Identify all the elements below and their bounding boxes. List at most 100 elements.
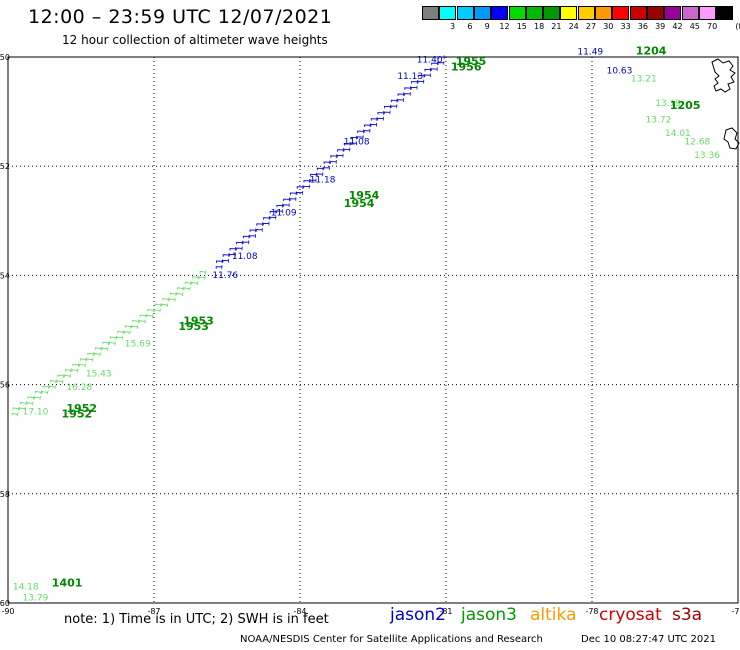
color-scale-swatch <box>698 6 716 20</box>
time-label-jason3: 1954 <box>344 197 375 210</box>
color-scale-label: 3 <box>450 22 456 31</box>
swh-label-light: 16.28 <box>66 383 92 393</box>
jason2-track-band: 11 <box>430 60 440 72</box>
swh-label-jason2: 11.40 <box>417 55 443 65</box>
jason2-track-band: 11 <box>424 67 434 79</box>
time-label-jason3: 1204 <box>636 44 667 57</box>
color-scale-label: 12 <box>499 22 510 31</box>
jason2-track-band: 11 <box>336 147 346 159</box>
jason3-track-band: 11 <box>93 345 105 358</box>
jason2-track-band: 11 <box>323 159 333 171</box>
color-scale-label: 36 <box>637 22 648 31</box>
jason2-track-band: 11 <box>235 240 245 252</box>
jason3-track-band: 11 <box>26 394 38 407</box>
satellite-legend-altika: altika <box>530 605 577 625</box>
color-scale-swatch <box>595 6 612 20</box>
jason3-track-band: 11 <box>146 307 158 320</box>
color-scale-swatch <box>473 6 491 20</box>
time-label-jason3: 1401 <box>52 577 83 590</box>
coastline-outline <box>711 58 736 93</box>
swh-label-jason2: 11.76 <box>212 271 238 281</box>
jason2-track-band: 11 <box>404 85 414 97</box>
y-tick-label: -54 <box>0 271 10 280</box>
coastline-outline <box>723 127 740 150</box>
jason3-track-band: 11 <box>41 383 53 396</box>
color-scale-unit: (ft) <box>735 22 740 31</box>
color-scale-swatch <box>577 6 595 20</box>
swh-label-light: 12.68 <box>684 137 710 147</box>
jason3-track-band: 11 <box>168 290 180 303</box>
jason2-track-band: 11 <box>303 178 313 190</box>
swh-label-light: 14.01 <box>665 129 691 139</box>
y-tick-label: -52 <box>0 162 10 171</box>
jason2-track-band: 11 <box>356 128 366 140</box>
swh-label-jason2: 11.18 <box>310 176 336 186</box>
y-tick-label: -56 <box>0 381 10 390</box>
satellite-legend-jason3: jason3 <box>461 605 517 625</box>
x-tick-label: -78 <box>585 607 598 616</box>
color-scale-label: 70 <box>707 22 718 31</box>
time-label-jason3: 1955 <box>456 55 487 68</box>
jason3-track-band: 11 <box>101 339 113 352</box>
jason2-track-band: 11 <box>215 258 225 270</box>
jason2-track-band: 11 <box>377 110 387 122</box>
y-tick-label: -58 <box>0 490 10 499</box>
color-scale-swatch <box>560 6 578 20</box>
jason3-track-band: 11 <box>198 268 210 281</box>
jason3-track-band: 11 <box>191 274 203 287</box>
color-scale-swatch <box>543 6 561 20</box>
color-scale-label: 18 <box>534 22 545 31</box>
color-scale-label: 15 <box>516 22 527 31</box>
jason2-track-band: 11 <box>383 104 393 116</box>
jason2-track-band: 11 <box>222 252 232 264</box>
jason2-track-band: 11 <box>390 97 400 109</box>
jason2-track-band: 11 <box>296 184 306 196</box>
map-frame <box>7 56 739 604</box>
swh-label-light: 13.72 <box>646 116 672 126</box>
color-scale-swatch <box>716 6 734 20</box>
jason2-track-band: 11 <box>343 141 353 153</box>
time-label-jason3: 1956 <box>451 61 482 74</box>
time-label-jason3: 1953 <box>183 315 214 328</box>
swh-label-light: 17.10 <box>23 408 49 418</box>
jason3-track-band: 11 <box>48 378 60 391</box>
jason3-track-band: 11 <box>116 329 128 342</box>
color-scale-label: 39 <box>655 22 666 31</box>
color-scale-label: 9 <box>484 22 490 31</box>
jason3-track-band: 11 <box>71 361 83 374</box>
jason2-track-band: 11 <box>262 215 272 227</box>
jason3-track-band: 11 <box>176 285 188 298</box>
jason2-track-band: 11 <box>363 122 373 134</box>
time-label-jason3: 1952 <box>66 402 97 415</box>
jason2-track-band: 11 <box>242 233 252 245</box>
color-scale-swatch <box>629 6 647 20</box>
color-scale-label: 6 <box>467 22 473 31</box>
jason3-track-band: 11 <box>153 301 165 314</box>
color-scale-swatch <box>612 6 630 20</box>
jason3-track-band: 11 <box>56 372 68 385</box>
swh-label-jason2: 10.63 <box>607 66 633 76</box>
x-tick-label: -81 <box>439 607 452 616</box>
jason2-track-band: 11 <box>437 54 447 66</box>
color-scale-swatch <box>525 6 543 20</box>
jason3-track-band: 11 <box>161 296 173 309</box>
color-scale-swatch <box>422 6 439 20</box>
jason2-track-band: 11 <box>256 221 266 233</box>
jason2-track-band: 11 <box>282 196 292 208</box>
swh-label-jason2: 11.49 <box>577 47 603 57</box>
color-scale-label: 33 <box>620 22 631 31</box>
swh-label-light: 15.43 <box>86 369 112 379</box>
page-title: 12:00 – 23:59 UTC 12/07/2021 <box>28 6 333 28</box>
swh-label-light: 14.18 <box>13 582 39 592</box>
satellite-legend-jason2: jason2 <box>390 605 446 625</box>
color-scale-swatch <box>664 6 682 20</box>
color-scale-label: 30 <box>603 22 614 31</box>
jason3-track-band: 11 <box>11 405 23 418</box>
swh-label-jason2: 11.08 <box>344 137 370 147</box>
credit-text: NOAA/NESDIS Center for Satellite Applica… <box>240 634 543 645</box>
jason3-track-band: 11 <box>138 312 150 325</box>
color-scale-swatch <box>456 6 474 20</box>
jason2-track-band: 11 <box>269 209 279 221</box>
swh-label-light: 13.19 <box>655 99 681 109</box>
